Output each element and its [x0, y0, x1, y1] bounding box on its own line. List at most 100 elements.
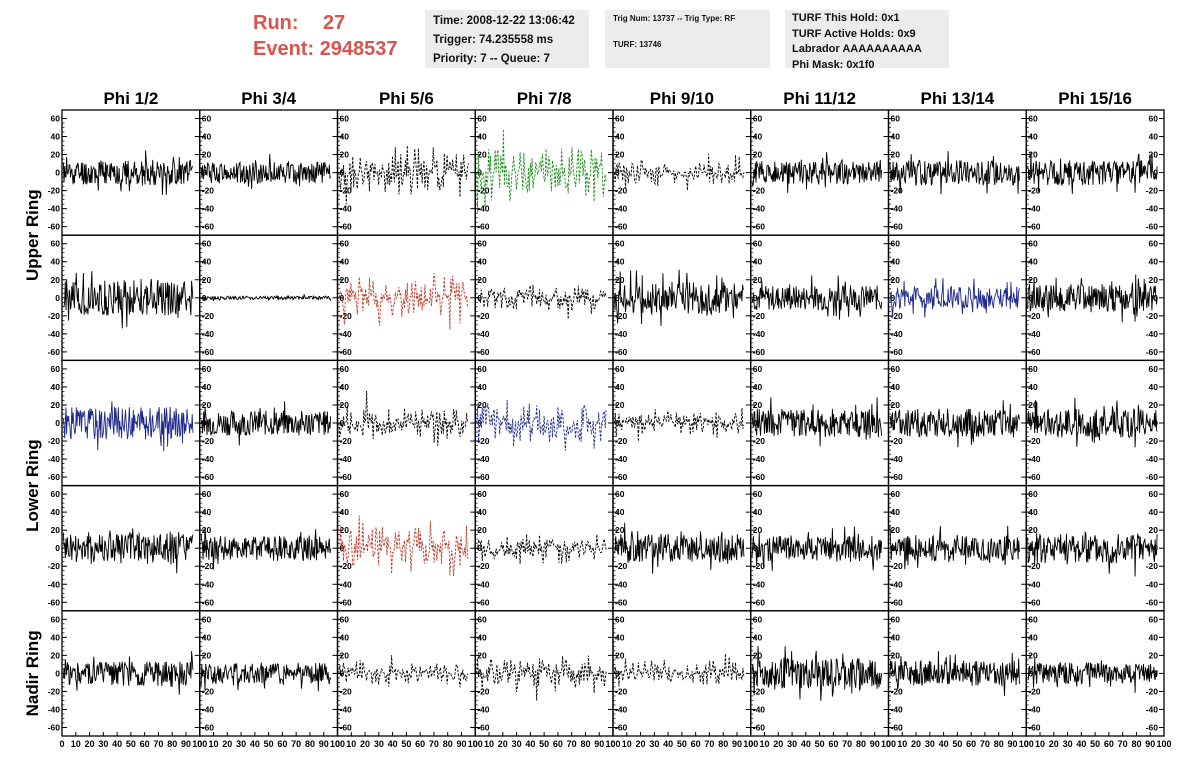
- y-tick-label: 20: [202, 150, 212, 160]
- y-tick-label: 20: [1149, 650, 1159, 660]
- x-tick-label: 60: [691, 739, 701, 749]
- waveform-trace: [200, 527, 332, 570]
- y-tick-label: 0: [477, 543, 482, 553]
- y-tick-label: 40: [1149, 257, 1159, 267]
- y-tick-label: -60: [48, 722, 61, 732]
- waveform-trace: [613, 269, 745, 326]
- x-tick-label: 90: [870, 739, 880, 749]
- y-tick-label: -20: [891, 561, 904, 571]
- y-tick-label: -20: [753, 186, 766, 196]
- y-tick-label: -60: [1028, 347, 1041, 357]
- x-tick-label: 60: [140, 739, 150, 749]
- y-tick-label: 20: [202, 650, 212, 660]
- panel-r4-c4: -60 -40 -20 0 20 40 60: [474, 484, 614, 612]
- y-tick-label: 40: [753, 382, 763, 392]
- y-tick-label: -20: [48, 686, 61, 696]
- panel-r4-c1: -60 -40 -20 0 20 40 60: [48, 484, 201, 612]
- y-tick-label: 40: [340, 382, 350, 392]
- y-tick-label: -60: [48, 347, 61, 357]
- waveform-trace: [476, 534, 607, 565]
- x-tick-label: 100: [1019, 739, 1034, 749]
- x-tick-label: 50: [539, 739, 549, 749]
- y-tick-label: 60: [1028, 614, 1038, 624]
- waveform-trace: [62, 401, 194, 452]
- waveform-trace: [476, 129, 607, 213]
- waveform-trace: [63, 271, 194, 329]
- y-tick-label: -60: [615, 472, 628, 482]
- y-tick-label: 40: [340, 632, 350, 642]
- y-tick-label: 60: [891, 114, 901, 124]
- x-tick-label: 80: [443, 739, 453, 749]
- y-tick-label: -20: [48, 311, 61, 321]
- y-tick-label: 60: [1028, 364, 1038, 374]
- y-tick-label: -40: [340, 704, 353, 714]
- x-tick-label: 10: [897, 739, 907, 749]
- y-tick-label: -40: [1028, 704, 1041, 714]
- y-tick-label: -60: [477, 347, 490, 357]
- y-tick-label: -60: [1028, 472, 1041, 482]
- panel-frame: [336, 234, 476, 362]
- y-tick-label: 40: [51, 132, 61, 142]
- x-tick-label: 30: [374, 739, 384, 749]
- y-tick-label: -40: [891, 329, 904, 339]
- y-tick-label: -20: [1146, 686, 1159, 696]
- y-tick-label: 60: [1149, 114, 1159, 124]
- y-tick-label: -40: [202, 704, 215, 714]
- y-tick-label: -60: [1146, 347, 1159, 357]
- waveform-trace: [1027, 274, 1158, 323]
- x-tick-label: 0: [335, 739, 340, 749]
- y-tick-label: 40: [1149, 507, 1159, 517]
- y-tick-label: 0: [477, 168, 482, 178]
- y-tick-label: 20: [202, 525, 212, 535]
- y-tick-label: -20: [48, 561, 61, 571]
- x-tick-label: 20: [85, 739, 95, 749]
- y-tick-label: 40: [753, 632, 763, 642]
- y-tick-label: -20: [340, 311, 353, 321]
- x-tick-label: 40: [801, 739, 811, 749]
- y-tick-label: 20: [51, 275, 61, 285]
- y-tick-label: 60: [51, 239, 61, 249]
- x-tick-label: 50: [1090, 739, 1100, 749]
- y-tick-label: 20: [1149, 150, 1159, 160]
- x-tick-label: 50: [126, 739, 136, 749]
- y-tick-label: 20: [1028, 400, 1038, 410]
- y-tick-label: 40: [477, 257, 487, 267]
- y-tick-label: -60: [891, 722, 904, 732]
- y-tick-label: 40: [615, 382, 625, 392]
- waveform-trace: [476, 399, 607, 451]
- y-tick-label: -40: [615, 329, 628, 339]
- x-tick-label: 10: [622, 739, 632, 749]
- y-tick-label: 40: [202, 257, 212, 267]
- y-tick-label: 60: [340, 489, 350, 499]
- y-tick-label: -60: [1146, 222, 1159, 232]
- y-tick-label: -40: [891, 454, 904, 464]
- time-trigger-info-box: Time: 2008-12-22 13:06:42 Trigger: 74.23…: [425, 10, 589, 68]
- waveform-trace: [200, 153, 332, 190]
- x-tick-label: 80: [305, 739, 315, 749]
- y-tick-label: 0: [1153, 168, 1158, 178]
- waveform-trace: [613, 153, 745, 191]
- priority-queue-text: Priority: 7 -- Queue: 7: [433, 53, 550, 65]
- x-tick-label: 60: [828, 739, 838, 749]
- x-tick-label: 60: [277, 739, 287, 749]
- event-label: Event:: [253, 38, 315, 60]
- y-tick-label: 20: [202, 275, 212, 285]
- y-tick-label: 60: [340, 114, 350, 124]
- waveform-trace: [1027, 530, 1158, 577]
- waveform-trace: [889, 525, 1020, 570]
- y-tick-label: 40: [202, 632, 212, 642]
- y-tick-label: 60: [477, 364, 487, 374]
- waveform-trace: [62, 651, 194, 695]
- y-tick-label: 40: [891, 257, 901, 267]
- x-tick-label: 0: [59, 739, 64, 749]
- y-tick-label: 60: [753, 364, 763, 374]
